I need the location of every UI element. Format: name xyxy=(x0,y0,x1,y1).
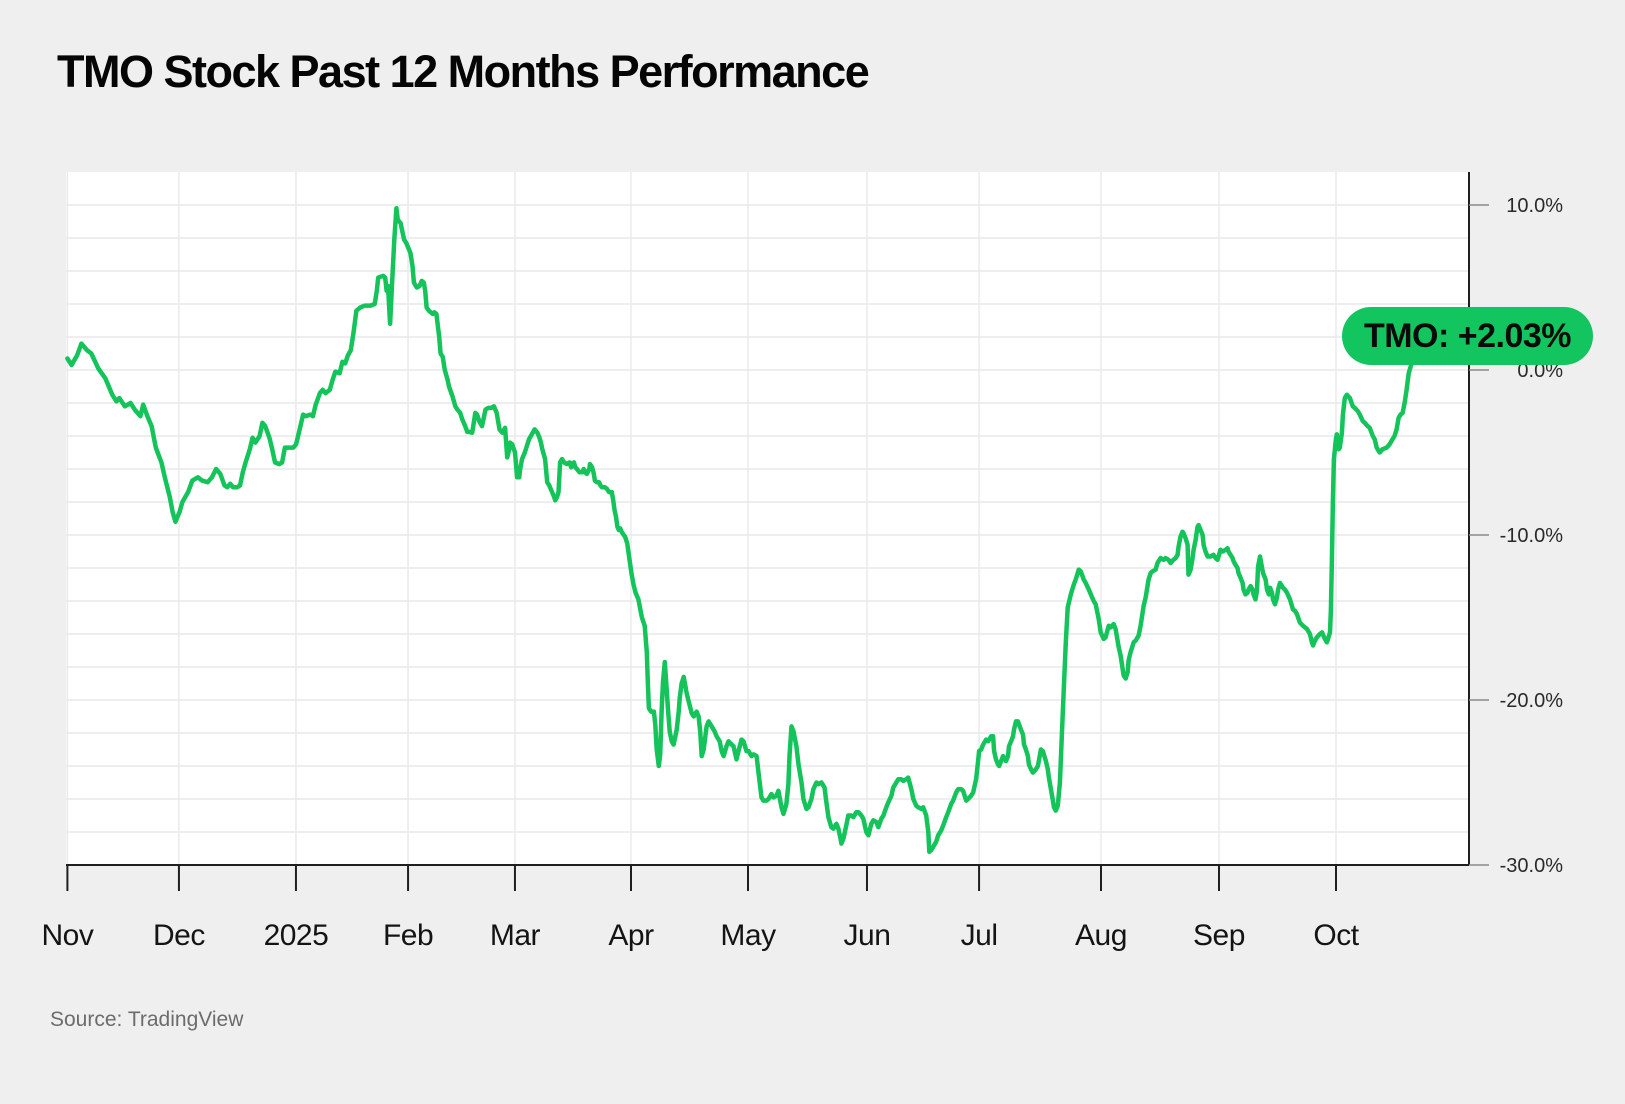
x-tick-label: Aug xyxy=(1075,919,1127,952)
y-tick-label: -20.0% xyxy=(1500,690,1564,712)
price-line xyxy=(65,206,1422,855)
page-title: TMO Stock Past 12 Months Performance xyxy=(57,46,870,97)
x-tick-label: Jul xyxy=(961,919,998,952)
x-tick-label: Apr xyxy=(608,919,654,952)
x-tick-label: 2025 xyxy=(264,919,329,952)
last-value-badge-label: TMO: +2.03% xyxy=(1363,316,1572,355)
y-tick-label: 10.0% xyxy=(1506,195,1563,217)
source-attribution: Source: TradingView xyxy=(50,1008,244,1031)
x-tick-label: May xyxy=(720,919,776,952)
x-tick-label: Dec xyxy=(153,919,205,952)
x-tick-label: Oct xyxy=(1313,919,1359,952)
y-tick-label: -30.0% xyxy=(1500,855,1564,877)
x-tick-label: Feb xyxy=(383,919,433,952)
x-tick-label: Sep xyxy=(1193,919,1245,952)
last-value-badge: TMO: +2.03% xyxy=(1342,307,1593,365)
x-tick-label: Jun xyxy=(844,919,891,952)
y-tick-label: -10.0% xyxy=(1500,525,1564,547)
plot-area xyxy=(66,172,1469,865)
x-tick-label: Mar xyxy=(490,919,541,952)
y-tick-label: 0.0% xyxy=(1517,360,1563,382)
x-tick-label: Nov xyxy=(41,919,93,952)
